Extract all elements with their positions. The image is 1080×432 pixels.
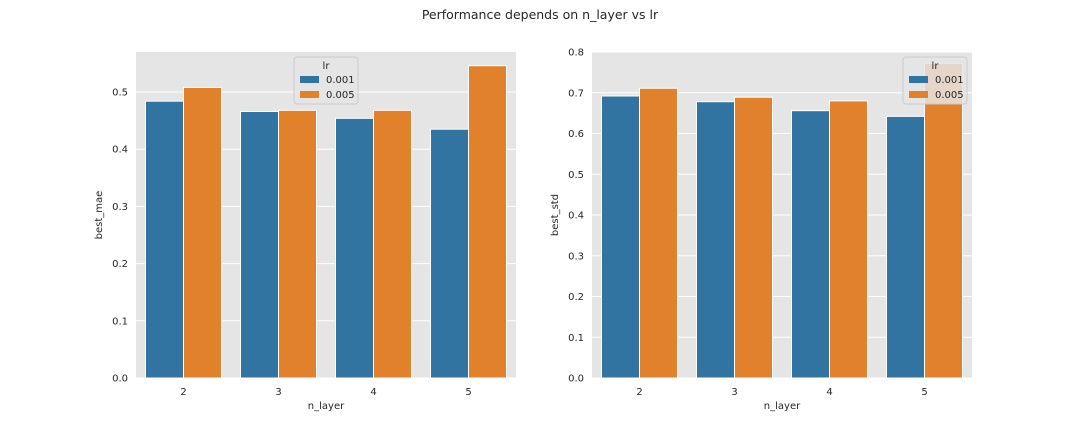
bar-0.001-4 bbox=[335, 117, 374, 379]
x-tick-label: 5 bbox=[921, 387, 927, 398]
x-axis-label: n_layer bbox=[764, 401, 801, 412]
legend-title: lr bbox=[323, 61, 331, 72]
y-tick-label: 0.2 bbox=[112, 259, 128, 270]
y-tick-label: 0.3 bbox=[568, 251, 584, 262]
y-tick-label: 0.4 bbox=[112, 145, 128, 156]
x-tick-label: 2 bbox=[180, 387, 186, 398]
x-tick-label: 4 bbox=[826, 387, 832, 398]
legend-swatch bbox=[909, 76, 928, 83]
bar-0.001-2 bbox=[601, 95, 640, 379]
chart-best-std: 0.0 0.1 0.2 0.3 0.4 0.5 0.6 0.7 0.8 2 3 4 5 n_layer be… bbox=[550, 48, 972, 412]
x-tick-label: 2 bbox=[636, 387, 642, 398]
x-tick-label: 3 bbox=[275, 387, 281, 398]
bar-0.001-5 bbox=[886, 115, 925, 379]
y-tick-label: 0.6 bbox=[568, 129, 584, 140]
y-axis-label: best_std bbox=[550, 194, 561, 236]
x-axis-label: n_layer bbox=[308, 401, 345, 412]
x-tick-label: 4 bbox=[370, 387, 376, 398]
legend: lr 0.001 0.005 bbox=[293, 56, 359, 105]
chart-best-mae: 0.0 0.1 0.2 0.3 0.4 0.5 2 3 4 5 n_layer best_mae lr 0… bbox=[94, 52, 516, 412]
bar-0.005-2 bbox=[183, 86, 222, 379]
legend: lr 0.001 0.005 bbox=[902, 56, 968, 105]
bar-0.005-3 bbox=[278, 109, 317, 379]
legend-title: lr bbox=[932, 61, 940, 72]
y-tick-label: 0.2 bbox=[568, 292, 584, 303]
y-tick-label: 0.1 bbox=[568, 333, 584, 344]
bar-0.001-3 bbox=[240, 110, 279, 379]
bar-0.001-3 bbox=[696, 101, 735, 379]
y-tick-label: 0.8 bbox=[568, 48, 584, 59]
bar-0.005-3 bbox=[734, 96, 773, 379]
legend-label: 0.005 bbox=[326, 90, 355, 101]
y-tick-label: 0.5 bbox=[112, 88, 128, 99]
bar-0.005-4 bbox=[829, 100, 868, 379]
y-tick-label: 0.3 bbox=[112, 202, 128, 213]
legend-label: 0.001 bbox=[935, 75, 964, 86]
legend-swatch bbox=[300, 91, 319, 98]
legend-swatch bbox=[300, 76, 319, 83]
y-tick-label: 0.7 bbox=[568, 88, 584, 99]
x-tick-label: 3 bbox=[731, 387, 737, 398]
bar-0.001-4 bbox=[791, 110, 830, 379]
y-tick-label: 0.5 bbox=[568, 170, 584, 181]
y-tick-label: 0.0 bbox=[568, 374, 584, 385]
bar-0.001-5 bbox=[430, 128, 469, 379]
bar-0.005-2 bbox=[639, 87, 678, 379]
figure-title: Performance depends on n_layer vs lr bbox=[422, 7, 659, 22]
bar-0.005-5 bbox=[468, 65, 507, 379]
legend-label: 0.001 bbox=[326, 75, 355, 86]
bar-0.005-5 bbox=[924, 62, 963, 379]
bar-0.005-4 bbox=[373, 109, 412, 379]
legend-label: 0.005 bbox=[935, 90, 964, 101]
bar-0.001-2 bbox=[145, 100, 184, 379]
legend-swatch bbox=[909, 91, 928, 98]
x-tick-label: 5 bbox=[465, 387, 471, 398]
y-tick-label: 0.0 bbox=[112, 374, 128, 385]
y-tick-label: 0.1 bbox=[112, 316, 128, 327]
y-tick-label: 0.4 bbox=[568, 211, 584, 222]
y-axis-label: best_mae bbox=[94, 191, 105, 240]
